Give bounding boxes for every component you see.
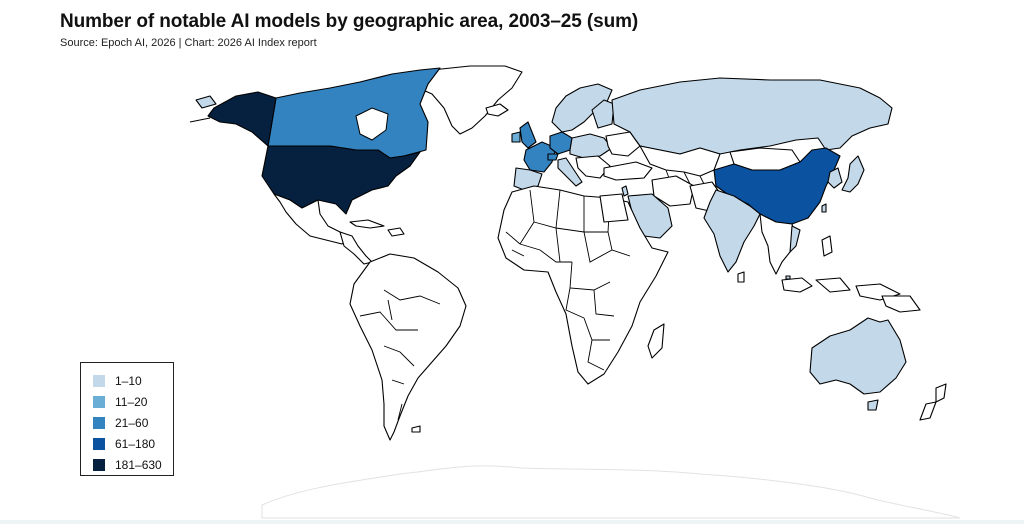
iceland [485,103,509,117]
legend-swatch [93,458,105,471]
sri-lanka [737,271,745,283]
legend-item: 1–10 [93,370,173,391]
tasmania [867,399,879,411]
scandinavia [551,83,613,133]
india [703,189,761,273]
hudson-bay [355,107,389,141]
central-america [339,231,373,265]
legend-swatch [93,437,105,450]
new-guinea [881,295,921,313]
legend-item: 11–20 [93,391,173,412]
new-zealand [919,383,947,421]
turkey [603,161,653,181]
switzerland [547,153,559,161]
south-america-borders [359,289,441,421]
legend-swatch [93,374,105,387]
legend-swatch [93,395,105,408]
central-europe [569,133,613,159]
united-kingdom [519,121,537,149]
balkans [575,155,611,179]
legend-item: 21–60 [93,412,173,433]
china [713,147,841,225]
alaska [207,91,277,147]
falklands [411,425,421,433]
ireland [511,131,521,143]
russia [611,77,893,155]
korea [827,167,843,189]
israel [621,185,629,197]
canada [267,67,441,159]
legend-swatch [93,416,105,429]
chukotka-tip [195,95,217,109]
hispaniola [387,227,405,237]
greenland [399,65,523,135]
legend: 1–10 11–20 21–60 61–180 181–630 [80,362,174,476]
legend-label: 21–60 [115,415,149,430]
bottom-strip [0,520,1024,524]
africa-borders [505,189,631,371]
taiwan [821,203,827,213]
legend-label: 1–10 [115,373,142,388]
aleutians [189,117,211,123]
southeast-asia [759,213,797,275]
chart-title: Number of notable AI models by geographi… [60,11,639,32]
france [523,141,557,173]
egypt [599,193,629,223]
legend-label: 61–180 [115,436,156,451]
vietnam [789,225,801,253]
legend-label: 181–630 [115,457,162,472]
chart-header: Number of notable AI models by geographi… [60,10,960,50]
legend-item: 61–180 [93,433,173,454]
iberia [513,167,543,191]
singapore [785,275,791,280]
antarctica [261,465,961,519]
legend-item: 181–630 [93,454,173,475]
australia [809,317,907,395]
germany [549,131,573,155]
japan [841,155,865,193]
philippines [821,235,833,257]
legend-label: 11–20 [115,394,148,409]
italy [557,157,583,187]
cuba [349,219,385,229]
south-america [349,253,467,441]
chart-source: Source: Epoch AI, 2026 | Chart: 2026 AI … [60,37,317,49]
madagascar [647,323,665,359]
